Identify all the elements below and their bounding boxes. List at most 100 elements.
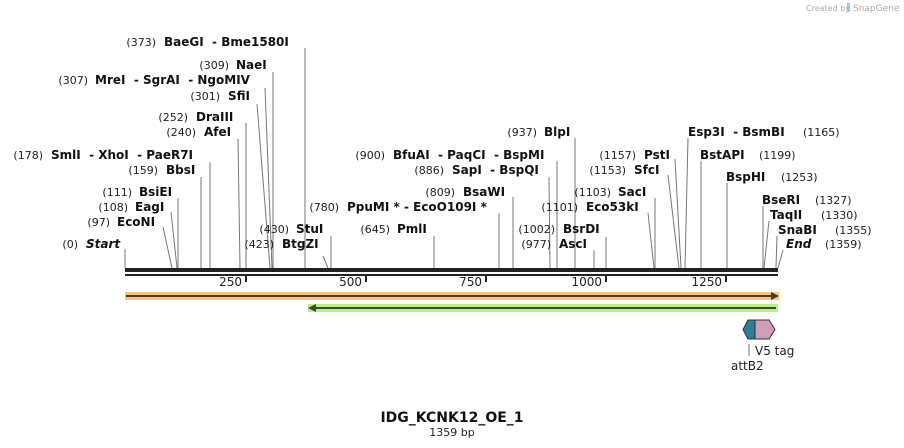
site-start[interactable]: (0) Start [62,237,121,251]
v5-tag-label: V5 tag [755,344,794,358]
svg-text:(1165): (1165) [803,126,840,139]
svg-text:Created by: Created by [806,4,850,13]
svg-text:(301): (301) [190,90,220,103]
svg-text:BsiEI: BsiEI [139,185,172,199]
site-blpi[interactable]: (937) BlpI [507,125,570,139]
svg-text:EagI: EagI [135,200,164,214]
svg-text:(1101): (1101) [541,201,578,214]
site-bsiei[interactable]: (111) BsiEI [102,185,172,199]
tick-label: 750 [459,275,482,289]
snapgene-watermark: Created by SnapGene [806,3,900,14]
sequence-backbone [125,268,778,276]
plasmid-length: 1359 bp [429,426,474,439]
svg-text:BtgZI: BtgZI [282,237,319,251]
site-mrei[interactable]: (307) MreI - SgrAI - NgoMIV [58,73,250,87]
svg-text:BlpI: BlpI [544,125,570,139]
ruler: 250 500 750 1000 1250 [219,275,727,289]
svg-text:(307): (307) [58,74,88,87]
site-psti[interactable]: (1157) PstI [599,148,670,162]
site-end[interactable]: End (1359) [786,237,862,251]
svg-text:SnaBI: SnaBI [778,223,817,237]
svg-text:BaeGI - Bme1580I: BaeGI - Bme1580I [164,35,289,49]
svg-text:(178): (178) [13,149,43,162]
site-bstapi[interactable]: BstAPI (1199) [700,148,796,162]
svg-text:(1355): (1355) [835,224,872,237]
site-afei[interactable]: (240) AfeI [166,125,231,139]
svg-text:(240): (240) [166,126,196,139]
svg-text:(1327): (1327) [815,194,852,207]
site-ppumi[interactable]: (780) PpuMI * - EcoO109I * [309,200,487,214]
site-bseri[interactable]: BseRI (1327) [762,193,852,207]
svg-text:(1157): (1157) [599,149,636,162]
site-btgzi[interactable]: (423) BtgZI [244,237,318,251]
svg-text:(809): (809) [425,186,455,199]
site-bsawi[interactable]: (809) BsaWI [425,185,505,199]
svg-text:EcoNI: EcoNI [117,215,155,229]
site-baegi[interactable]: (373) BaeGI - Bme1580I [126,35,288,49]
site-naei[interactable]: (309) NaeI [199,58,266,72]
site-eco53ki[interactable]: (1101) Eco53kI [541,200,638,214]
svg-text:NaeI: NaeI [236,58,267,72]
site-sfci[interactable]: (1153) SfcI [589,163,659,177]
svg-text:BsaWI: BsaWI [463,185,505,199]
tick-label: 1250 [691,275,722,289]
svg-text:(1153): (1153) [589,164,626,177]
svg-text:(977): (977) [521,238,551,251]
svg-text:BfuAI - PaqCI - BspMI: BfuAI - PaqCI - BspMI [393,148,544,162]
site-sfii[interactable]: (301) SfiI [190,89,250,103]
svg-text:BbsI: BbsI [166,163,195,177]
site-eagi[interactable]: (108) EagI [98,200,164,214]
svg-text:(1330): (1330) [821,209,858,222]
site-bsphi[interactable]: BspHI (1253) [726,170,818,184]
svg-text:(645): (645) [360,223,390,236]
svg-text:Eco53kI: Eco53kI [586,200,639,214]
svg-text:StuI: StuI [296,222,323,236]
feature-v5-tag[interactable] [754,319,776,340]
svg-text:(252): (252) [158,111,188,124]
site-bfuai[interactable]: (900) BfuAI - PaqCI - BspMI [355,148,544,162]
svg-text:SacI: SacI [618,185,646,199]
svg-text:AfeI: AfeI [204,125,231,139]
svg-text:TaqII: TaqII [770,208,802,222]
svg-text:(780): (780) [309,201,339,214]
svg-text:(111): (111) [102,186,132,199]
site-esp3i[interactable]: Esp3I - BsmBI (1165) [688,125,840,139]
site-bsrdi[interactable]: (1002) BsrDI [518,222,599,236]
svg-text:BseRI: BseRI [762,193,800,207]
svg-text:(159): (159) [128,164,158,177]
svg-text:Esp3I - BsmBI: Esp3I - BsmBI [688,125,785,139]
site-asci[interactable]: (977) AscI [521,237,587,251]
svg-text:(900): (900) [355,149,385,162]
feature-orange-forward[interactable] [125,292,779,300]
site-snabi[interactable]: SnaBI (1355) [778,223,872,237]
svg-text:End: End [786,237,812,251]
svg-text:(1359): (1359) [825,238,862,251]
site-draiii[interactable]: (252) DraIII [158,110,233,124]
svg-text:SfiI: SfiI [228,89,250,103]
svg-text:BstAPI: BstAPI [700,148,745,162]
site-bbsi[interactable]: (159) BbsI [128,163,195,177]
tick-label: 250 [219,275,242,289]
site-smli[interactable]: (178) SmlI - XhoI - PaeR7I [13,148,193,162]
svg-text:(937): (937) [507,126,537,139]
svg-text:PmlI: PmlI [397,222,427,236]
site-pmli[interactable]: (645) PmlI [360,222,426,236]
svg-text:SmlI - XhoI - PaeR7I: SmlI - XhoI - PaeR7I [51,148,193,162]
site-taqii[interactable]: TaqII (1330) [770,208,858,222]
svg-text:SfcI: SfcI [634,163,659,177]
svg-text:(97): (97) [87,216,110,229]
site-sapi[interactable]: (886) SapI - BspQI [414,163,538,177]
svg-text:(1199): (1199) [759,149,796,162]
feature-attb2[interactable] [742,319,756,340]
svg-text:DraIII: DraIII [196,110,233,124]
svg-text:(423): (423) [244,238,274,251]
svg-text:Start: Start [86,237,121,251]
site-saci[interactable]: (1103) SacI [574,185,646,199]
feature-green-reverse[interactable] [308,304,778,312]
site-econi[interactable]: (97) EcoNI [87,215,155,229]
tick-label: 1000 [571,275,602,289]
snapgene-logo-icon [847,3,850,12]
svg-text:(0): (0) [62,238,78,251]
site-stui[interactable]: (430) StuI [259,222,323,236]
restriction-site-labels: (373) BaeGI - Bme1580I (309) NaeI (307) … [13,35,871,251]
